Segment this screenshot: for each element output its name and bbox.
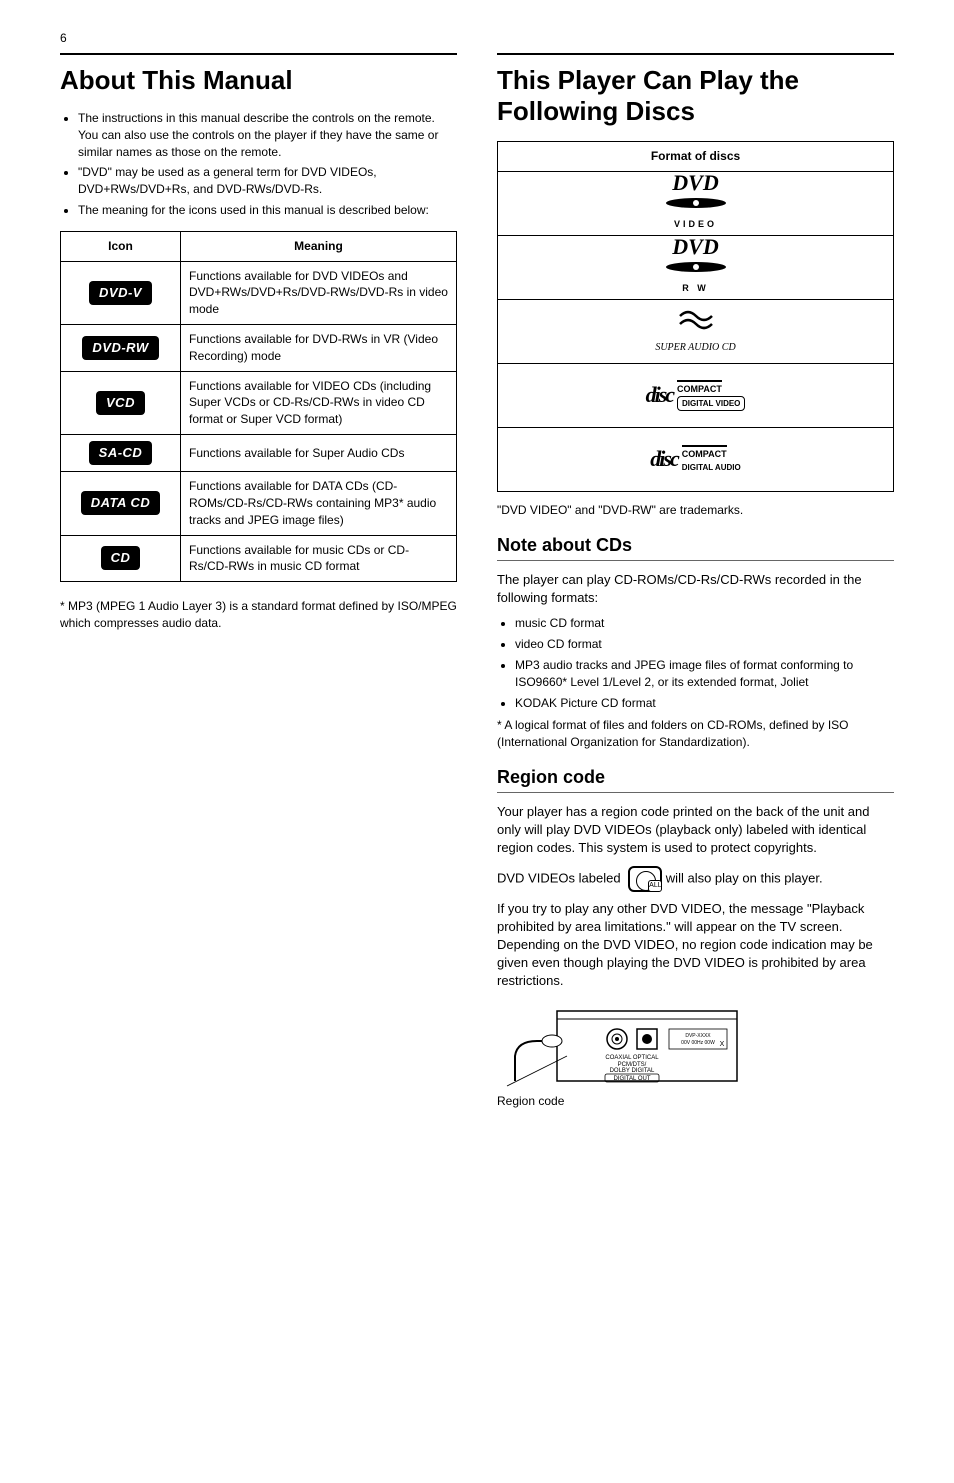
dvd-rw-logo-icon: DVD R W: [498, 239, 893, 296]
trademark-note: "DVD VIDEO" and "DVD-RW" are trademarks.: [497, 502, 894, 519]
svg-text:DIGITAL OUT: DIGITAL OUT: [613, 1076, 650, 1082]
table-row: SA-CD Functions available for Super Audi…: [61, 434, 457, 471]
intro-bullet: The meaning for the icons used in this m…: [78, 202, 457, 219]
svg-text:DVP-XXXX: DVP-XXXX: [685, 1033, 711, 1039]
intro-bullet: "DVD" may be used as a general term for …: [78, 164, 457, 198]
logo-cell-dvd-video: DVD VIDEO: [498, 171, 894, 235]
logo-cell-vcd: disc COMPACT DIGITAL VIDEO: [498, 363, 894, 427]
intro-bullet-list: The instructions in this manual describe…: [60, 110, 457, 219]
cd-format-list: music CD format video CD format MP3 audi…: [497, 615, 894, 711]
logo-cell-sacd: SUPER AUDIO CD: [498, 299, 894, 363]
dvd-video-logo-icon: DVD VIDEO: [498, 175, 893, 232]
mp3-footnote: * MP3 (MPEG 1 Audio Layer 3) is a standa…: [60, 598, 457, 632]
th-meaning: Meaning: [181, 231, 457, 261]
manual-title: About This Manual: [60, 65, 457, 96]
vcd-logo-icon: disc COMPACT DIGITAL VIDEO: [646, 380, 746, 411]
page-number: 6: [60, 30, 894, 47]
svg-text:DOLBY DIGITAL: DOLBY DIGITAL: [610, 1068, 655, 1074]
region-code-callout-label: Region code: [497, 1093, 894, 1110]
cd-format-item: music CD format: [515, 615, 894, 632]
left-column: About This Manual The instructions in th…: [60, 65, 457, 1114]
region-code-para2: DVD VIDEOs labeled ALL will also play on…: [497, 866, 894, 892]
cell-meaning: Functions available for DATA CDs (CD-ROM…: [181, 472, 457, 535]
region-code-heading: Region code: [497, 765, 894, 793]
badge-cd: CD: [101, 546, 141, 570]
badge-vcd: VCD: [96, 391, 145, 415]
intro-bullet: The instructions in this manual describe…: [78, 110, 457, 160]
two-column-layout: About This Manual The instructions in th…: [60, 65, 894, 1114]
table-row: DATA CD Functions available for DATA CDs…: [61, 472, 457, 535]
th-icon: Icon: [61, 231, 181, 261]
top-horizontal-rule: [60, 53, 894, 55]
logo-cell-cd: disc COMPACT DIGITAL AUDIO: [498, 427, 894, 491]
table-row: CD Functions available for music CDs or …: [61, 535, 457, 582]
table-row: DVD-RW Functions available for DVD-RWs i…: [61, 324, 457, 371]
icon-meaning-table: Icon Meaning DVD-V Functions available f…: [60, 231, 457, 582]
cell-meaning: Functions available for music CDs or CD-…: [181, 535, 457, 582]
svg-text:X: X: [720, 1041, 725, 1048]
cell-meaning: Functions available for DVD VIDEOs and D…: [181, 261, 457, 324]
badge-sacd: SA-CD: [89, 441, 153, 465]
cell-meaning: Functions available for DVD-RWs in VR (V…: [181, 324, 457, 371]
right-column: This Player Can Play the Following Discs…: [497, 65, 894, 1114]
cell-meaning: Functions available for VIDEO CDs (inclu…: [181, 371, 457, 434]
sacd-logo-icon: SUPER AUDIO CD: [498, 308, 893, 355]
logo-cell-dvd-rw: DVD R W: [498, 235, 894, 299]
cd-logo-icon: disc COMPACT DIGITAL AUDIO: [650, 444, 740, 475]
cd-format-item: video CD format: [515, 636, 894, 653]
disc-logo-table: Format of discs DVD VIDEO DVD R W SUP: [497, 141, 894, 492]
table-row: VCD Functions available for VIDEO CDs (i…: [61, 371, 457, 434]
region-code-para3: If you try to play any other DVD VIDEO, …: [497, 900, 894, 991]
table-header-row: Icon Meaning: [61, 231, 457, 261]
badge-data-cd: DATA CD: [81, 491, 161, 515]
rear-panel-diagram: COAXIAL OPTICAL PCM/DTS/ DOLBY DIGITAL D…: [497, 1001, 894, 1110]
badge-dvd-v: DVD-V: [89, 281, 152, 305]
svg-text:00V 00Hz 00W: 00V 00Hz 00W: [681, 1040, 715, 1046]
cell-meaning: Functions available for Super Audio CDs: [181, 434, 457, 471]
logo-table-header: Format of discs: [498, 142, 894, 172]
note-cds-heading: Note about CDs: [497, 533, 894, 561]
cd-format-item: MP3 audio tracks and JPEG image files of…: [515, 657, 894, 691]
note-cds-intro: The player can play CD-ROMs/CD-Rs/CD-RWs…: [497, 571, 894, 607]
badge-dvd-rw: DVD-RW: [82, 336, 158, 360]
panel-label-line1: COAXIAL OPTICAL: [605, 1055, 659, 1061]
all-region-globe-icon: ALL: [628, 866, 662, 892]
region-code-para1: Your player has a region code printed on…: [497, 803, 894, 858]
playable-discs-title: This Player Can Play the Following Discs: [497, 65, 894, 127]
cd-format-item: KODAK Picture CD format: [515, 695, 894, 712]
iso-footnote: * A logical format of files and folders …: [497, 717, 894, 751]
table-row: DVD-V Functions available for DVD VIDEOs…: [61, 261, 457, 324]
